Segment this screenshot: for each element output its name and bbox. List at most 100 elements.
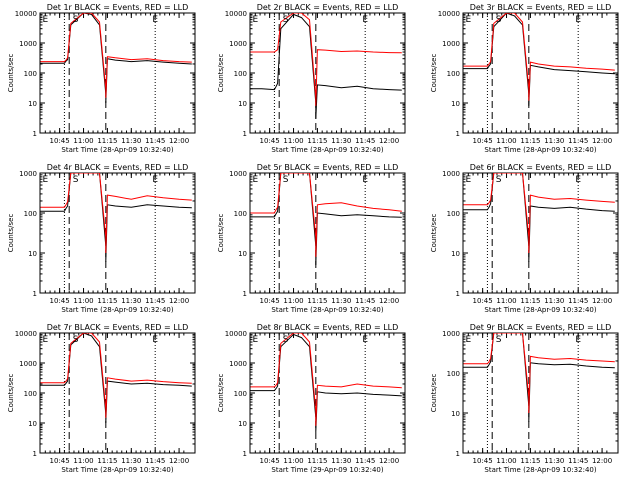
y-tick-label: 10 [238, 420, 247, 428]
x-tick-label: 10:45 [50, 457, 70, 465]
plot-frame [39, 12, 196, 134]
y-tick-label: 10 [28, 250, 37, 258]
y-tick-label: 1 [33, 450, 37, 458]
plot-frame [462, 332, 619, 454]
x-axis-label: Start Time (28-Apr-09 10:32:40) [484, 306, 596, 314]
x-tick-label: 11:30 [121, 457, 141, 465]
lld-series-line [463, 333, 615, 414]
x-tick-label: 11:00 [496, 457, 516, 465]
y-axis-label: Counts/sec [7, 54, 15, 93]
plot-frame [249, 172, 406, 294]
x-tick-label: 11:30 [121, 297, 141, 305]
chart-panel-7: 1 10 100 1000 10000 10:45 11:00 11:15 11:30 11:45… [7, 323, 196, 474]
chart-panel-6: 1 10 100 1000 10:45 11:00 11:15 11:30 11:45 12:00… [430, 163, 619, 314]
events-series-line [463, 333, 615, 422]
x-tick-label: 11:30 [331, 457, 351, 465]
y-tick-label: 10000 [438, 10, 460, 18]
interval-marker-label: S [73, 175, 79, 185]
x-axis-label: Start Time (28-Apr-09 10:32:40) [484, 466, 596, 474]
chart-panel-5: 1 10 100 1000 10:45 11:00 11:15 11:30 11:45 12:00… [217, 163, 406, 314]
x-tick-label: 10:45 [260, 137, 280, 145]
interval-marker-label: S [496, 15, 502, 25]
x-tick-label: 11:30 [544, 457, 564, 465]
lld-series-line [250, 173, 402, 257]
y-tick-label: 100 [24, 70, 37, 78]
y-tick-label: 1 [33, 130, 37, 138]
x-tick-label: 11:00 [73, 297, 93, 305]
y-tick-label: 10 [238, 250, 247, 258]
x-tick-label: 11:00 [496, 297, 516, 305]
x-tick-label: 11:00 [283, 457, 303, 465]
y-axis-label: Counts/sec [430, 54, 438, 93]
interval-marker-label: S [73, 335, 79, 345]
x-tick-label: 10:45 [260, 457, 280, 465]
events-series-line [250, 333, 402, 433]
y-tick-label: 10000 [225, 10, 247, 18]
lld-series-line [250, 13, 402, 106]
interval-marker-label: E [575, 175, 581, 185]
events-series-line [40, 173, 192, 262]
x-tick-label: 11:00 [496, 137, 516, 145]
x-tick-label: 11:15 [520, 297, 540, 305]
x-tick-label: 12:00 [592, 137, 612, 145]
interval-marker-label: E [465, 335, 471, 345]
plot-frame [462, 172, 619, 294]
chart-title: Det 2r BLACK = Events, RED = LLD [257, 3, 399, 12]
events-series-line [250, 173, 402, 266]
chart-panel-9: 1 10 100 1000 10:45 11:00 11:15 11:30 11:45 12:00… [430, 323, 619, 474]
y-axis-label: Counts/sec [430, 374, 438, 413]
y-axis-label: Counts/sec [7, 214, 15, 253]
y-tick-label: 1000 [19, 170, 37, 178]
interval-marker-label: S [73, 15, 79, 25]
chart-panel-1: 1 10 100 1000 10000 10:45 11:00 11:15 11:30 11:45… [7, 3, 196, 154]
interval-marker-label: S [496, 335, 502, 345]
interval-marker-label: E [575, 15, 581, 25]
x-tick-label: 11:45 [568, 137, 588, 145]
x-tick-label: 10:45 [260, 297, 280, 305]
interval-marker-label: E [252, 175, 258, 185]
chart-panel-2: 1 10 100 1000 10000 10:45 11:00 11:15 11:30 11:45… [217, 3, 406, 154]
x-tick-label: 11:30 [544, 297, 564, 305]
chart-title: Det 4r BLACK = Events, RED = LLD [47, 163, 189, 172]
y-tick-label: 100 [234, 390, 247, 398]
events-series-line [40, 333, 192, 424]
y-tick-label: 1 [456, 450, 460, 458]
interval-marker-label: S [283, 175, 289, 185]
y-tick-label: 1 [456, 290, 460, 298]
x-tick-label: 11:45 [145, 457, 165, 465]
x-tick-label: 10:45 [50, 137, 70, 145]
chart-title: Det 6r BLACK = Events, RED = LLD [470, 163, 612, 172]
y-tick-label: 1000 [229, 40, 247, 48]
x-tick-label: 11:45 [355, 137, 375, 145]
x-tick-label: 12:00 [169, 297, 189, 305]
lld-series-line [40, 173, 192, 254]
x-axis-label: Start Time (28-Apr-09 10:32:40) [61, 306, 173, 314]
x-tick-label: 11:30 [331, 137, 351, 145]
y-tick-label: 1 [456, 130, 460, 138]
x-axis-label: Start Time (28-Apr-09 10:32:40) [271, 306, 383, 314]
y-tick-label: 1000 [229, 170, 247, 178]
x-tick-label: 11:45 [355, 457, 375, 465]
x-tick-label: 10:45 [50, 297, 70, 305]
chart-title: Det 3r BLACK = Events, RED = LLD [470, 3, 612, 12]
plot-frame [39, 332, 196, 454]
y-tick-label: 1 [243, 290, 247, 298]
events-series-line [463, 13, 615, 106]
interval-marker-label: E [362, 15, 368, 25]
y-tick-label: 100 [447, 210, 460, 218]
interval-marker-label: S [283, 15, 289, 25]
interval-marker-label: E [152, 335, 158, 345]
x-tick-label: 12:00 [169, 457, 189, 465]
y-tick-label: 1 [243, 450, 247, 458]
y-tick-label: 10 [28, 100, 37, 108]
interval-marker-label: S [496, 175, 502, 185]
y-tick-label: 100 [24, 210, 37, 218]
x-tick-label: 11:15 [307, 137, 327, 145]
x-tick-label: 11:45 [355, 297, 375, 305]
events-series-line [463, 173, 615, 262]
x-tick-label: 11:15 [307, 457, 327, 465]
y-tick-label: 100 [234, 210, 247, 218]
x-tick-label: 12:00 [379, 297, 399, 305]
x-tick-label: 12:00 [169, 137, 189, 145]
plot-frame [249, 12, 406, 134]
